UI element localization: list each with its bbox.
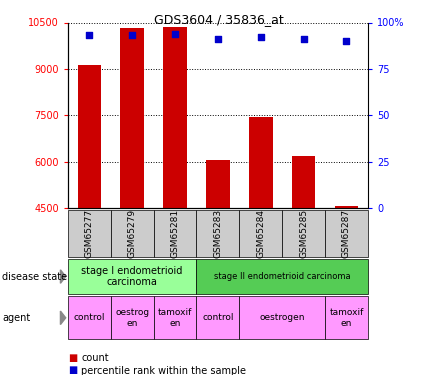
Text: disease state: disease state — [2, 272, 67, 282]
Text: control: control — [74, 314, 105, 322]
Point — [172, 31, 179, 37]
Text: oestrogen: oestrogen — [259, 314, 305, 322]
Text: oestrog
en: oestrog en — [115, 308, 149, 327]
Text: GSM65283: GSM65283 — [213, 209, 223, 258]
Bar — [120, 28, 144, 208]
Bar — [292, 156, 315, 208]
Text: GSM65277: GSM65277 — [85, 209, 94, 258]
Text: GSM65287: GSM65287 — [342, 209, 351, 258]
Bar — [249, 117, 272, 208]
Text: stage I endometrioid
carcinoma: stage I endometrioid carcinoma — [81, 266, 183, 287]
Text: tamoxif
en: tamoxif en — [158, 308, 192, 327]
Bar — [78, 65, 101, 208]
Text: ■: ■ — [68, 353, 77, 363]
Point — [257, 34, 264, 40]
Point — [215, 36, 222, 42]
Point — [343, 38, 350, 44]
Text: count: count — [81, 353, 109, 363]
Text: stage II endometrioid carcinoma: stage II endometrioid carcinoma — [214, 272, 350, 281]
Text: tamoxif
en: tamoxif en — [329, 308, 364, 327]
Bar — [206, 160, 230, 208]
Text: control: control — [202, 314, 233, 322]
Text: GSM65279: GSM65279 — [128, 209, 137, 258]
Point — [86, 33, 93, 39]
Bar — [163, 27, 187, 208]
Point — [129, 33, 136, 39]
Text: GSM65285: GSM65285 — [299, 209, 308, 258]
Bar — [335, 206, 358, 208]
Text: ■: ■ — [68, 366, 77, 375]
Text: GDS3604 / 35836_at: GDS3604 / 35836_at — [154, 13, 284, 26]
Text: GSM65281: GSM65281 — [170, 209, 180, 258]
Text: percentile rank within the sample: percentile rank within the sample — [81, 366, 246, 375]
Point — [300, 36, 307, 42]
Text: agent: agent — [2, 313, 30, 323]
Text: GSM65284: GSM65284 — [256, 209, 265, 258]
